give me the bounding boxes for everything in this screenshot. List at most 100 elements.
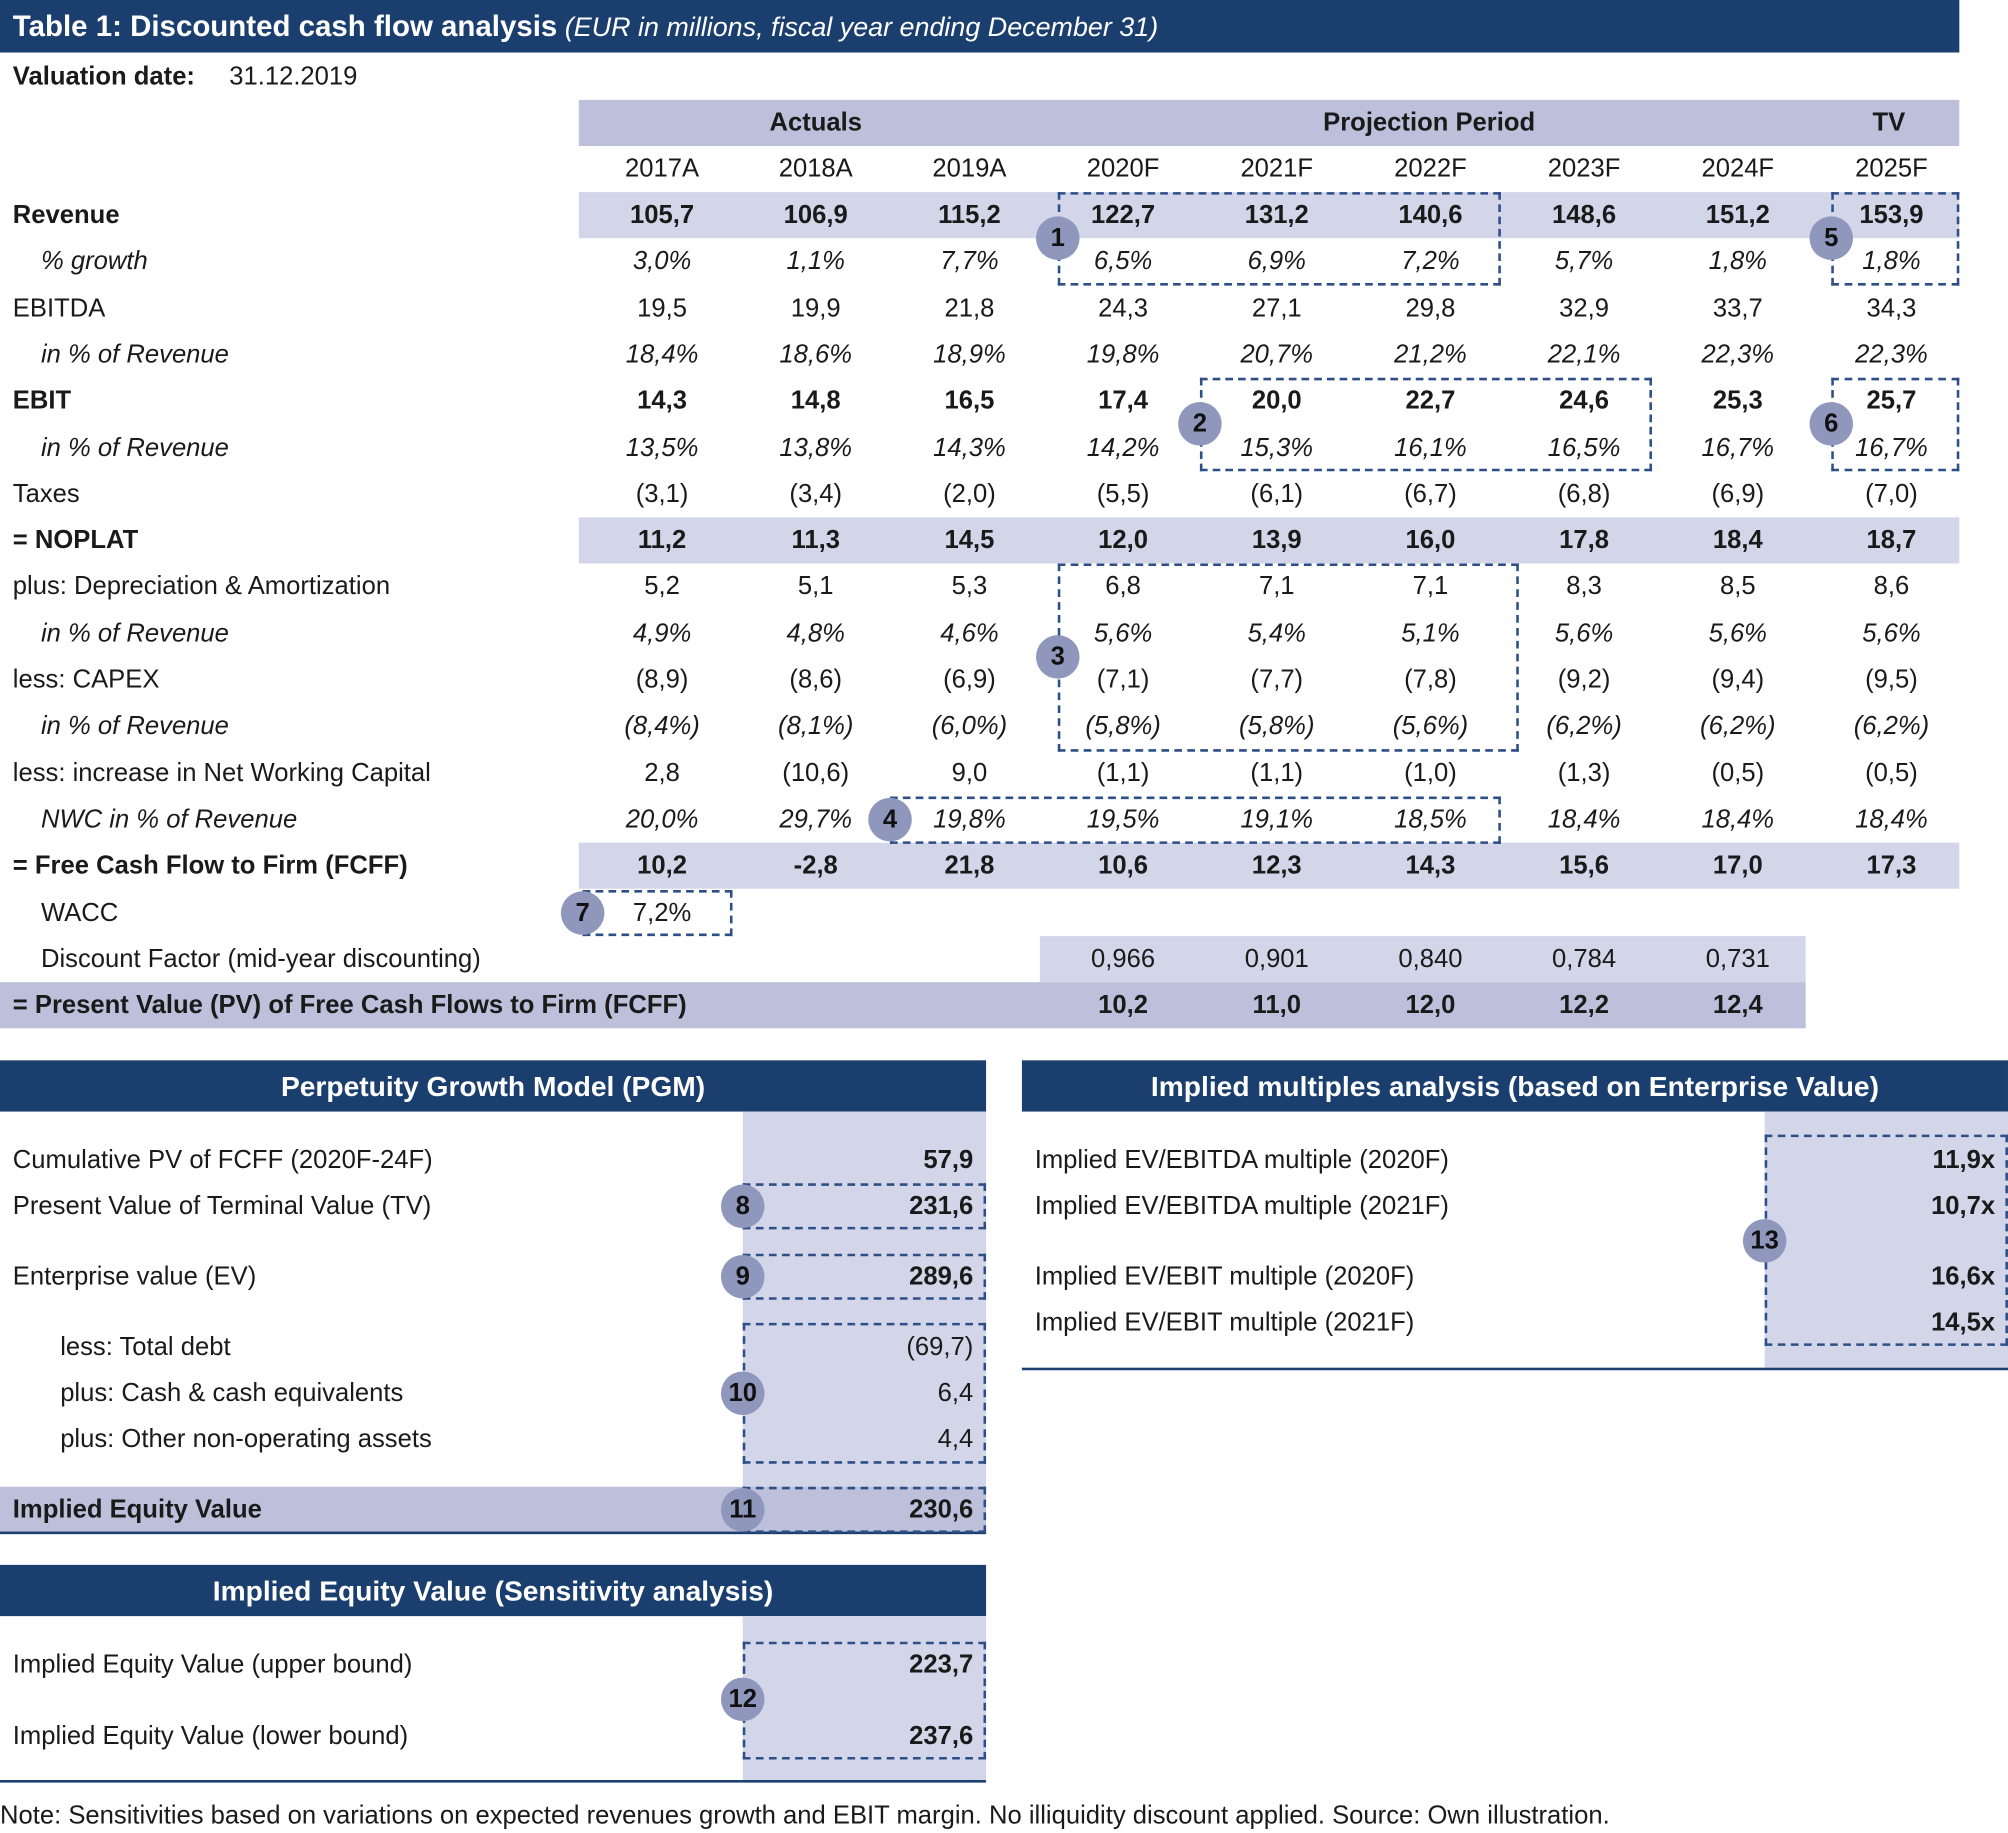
cell: 25,7 <box>1866 386 1917 416</box>
cell: 4,8% <box>786 619 845 648</box>
row-label: in % of Revenue <box>40 712 229 741</box>
cell: 14,3 <box>637 386 688 416</box>
row-band <box>0 982 1806 1029</box>
value-column <box>1764 1111 2008 1368</box>
panel-label: Implied EV/EBITDA multiple (2021F) <box>1034 1192 1449 1221</box>
cell: 18,4% <box>1855 805 1928 834</box>
cell: 1,8% <box>1862 247 1921 276</box>
row-label: less: CAPEX <box>12 665 160 695</box>
cell: 5,2 <box>644 572 680 602</box>
cell: (9,5) <box>1865 665 1918 695</box>
row-label: Discount Factor (mid-year discounting) <box>40 944 481 973</box>
cell: 14,5 <box>944 526 995 555</box>
cell: (5,8%) <box>1239 712 1315 741</box>
row-label: NWC in % of Revenue <box>40 805 298 834</box>
cell: 21,8 <box>944 851 995 881</box>
row-label: = NOPLAT <box>12 526 139 555</box>
marker: 12 <box>720 1677 765 1722</box>
cell: 20,0% <box>625 805 699 834</box>
row-label: less: increase in Net Working Capital <box>12 758 431 788</box>
cell: 18,4% <box>1547 805 1621 834</box>
cell: (6,0%) <box>931 712 1008 741</box>
group-header: Projection Period <box>1323 108 1536 138</box>
marker: 13 <box>1742 1219 1787 1263</box>
cell: (5,5) <box>1096 479 1150 509</box>
cell: 1,8% <box>1708 247 1767 276</box>
panel-title: Implied multiples analysis (based on Ent… <box>1150 1070 1879 1103</box>
cell: (5,6%) <box>1392 712 1469 741</box>
cell: 20,0 <box>1251 386 1302 416</box>
cell: (7,1) <box>1096 665 1150 695</box>
cell: 14,3 <box>1405 851 1456 881</box>
cell: 16,7% <box>1855 433 1928 462</box>
panel-label: Cumulative PV of FCFF (2020F-24F) <box>12 1146 433 1175</box>
cell: 0,784 <box>1552 944 1617 973</box>
cell: 19,8% <box>933 805 1006 834</box>
cell: (1,0) <box>1404 758 1457 788</box>
panel-label: Enterprise value (EV) <box>12 1262 257 1291</box>
cell: (7,8) <box>1404 665 1457 695</box>
cell: 32,9 <box>1559 294 1610 323</box>
panel-value: 230,6 <box>909 1495 974 1524</box>
cell: 8,3 <box>1566 572 1602 602</box>
bottom-rule <box>0 1531 987 1535</box>
year: 2024F <box>1701 154 1775 184</box>
cell: 29,8 <box>1405 294 1456 323</box>
cell: 11,2 <box>637 526 687 555</box>
panel-value: 289,6 <box>909 1262 974 1291</box>
cell: 4,9% <box>632 619 692 648</box>
cell: (0,5) <box>1711 758 1765 788</box>
marker: 1 <box>1036 216 1080 260</box>
panel-label: Implied EV/EBITDA multiple (2020F) <box>1034 1146 1449 1175</box>
year: 2025F <box>1855 154 1928 184</box>
cell: 7,7% <box>940 247 999 276</box>
cell: 16,1% <box>1394 433 1467 462</box>
dashed-box <box>742 1641 987 1760</box>
cell: 21,2% <box>1394 340 1467 369</box>
cell: (1,3) <box>1557 758 1611 788</box>
group-header: Actuals <box>769 108 863 138</box>
cell: 12,3 <box>1251 851 1302 881</box>
cell: (0,5) <box>1865 758 1918 788</box>
cell: (9,2) <box>1557 665 1611 695</box>
panel-value: 4,4 <box>937 1425 974 1454</box>
row-label: = Free Cash Flow to Firm (FCFF) <box>12 851 408 881</box>
cell: 20,7% <box>1240 340 1314 369</box>
cell: 12,2 <box>1559 991 1610 1020</box>
cell: (5,8%) <box>1085 712 1161 741</box>
cell: 27,1 <box>1251 294 1302 323</box>
cell: 24,6 <box>1559 386 1610 416</box>
cell: (6,9) <box>1711 479 1765 509</box>
cell: 5,1% <box>1401 619 1460 648</box>
cell: 18,7 <box>1866 526 1917 555</box>
cell: 2,8 <box>644 758 680 788</box>
cell: 12,4 <box>1712 991 1763 1020</box>
cell: 10,2 <box>1098 991 1149 1020</box>
marker: 8 <box>720 1184 765 1229</box>
cell: (6,1) <box>1250 479 1304 509</box>
cell: (8,4%) <box>624 712 700 741</box>
cell: 5,1 <box>797 572 834 602</box>
cell: (6,8) <box>1557 479 1611 509</box>
bottom-rule <box>0 1780 987 1783</box>
subtitle-text: (EUR in millions, fiscal year ending Dec… <box>564 12 1159 43</box>
cell: 11,0 <box>1252 991 1301 1020</box>
panel-value: 14,5x <box>1931 1308 1996 1337</box>
dashed-box <box>742 1183 987 1230</box>
panel-label: less: Total debt <box>60 1333 231 1362</box>
cell: 18,4% <box>625 340 699 369</box>
cell: 10,6 <box>1098 851 1149 881</box>
cell: 131,2 <box>1244 201 1309 230</box>
panel-value: 237,6 <box>909 1722 974 1751</box>
cell: 7,2% <box>1401 247 1460 276</box>
cell: 6,5% <box>1093 247 1153 276</box>
cell: 18,5% <box>1394 805 1467 834</box>
cell: 153,9 <box>1859 201 1924 230</box>
year: 2017A <box>625 154 700 184</box>
panel-value: 16,6x <box>1931 1262 1996 1291</box>
cell: (8,6) <box>789 665 843 695</box>
panel-label: plus: Other non-operating assets <box>60 1425 432 1454</box>
title: Table 1: Discounted cash flow analysis (… <box>12 8 1159 43</box>
cell: (1,1) <box>1096 758 1150 788</box>
